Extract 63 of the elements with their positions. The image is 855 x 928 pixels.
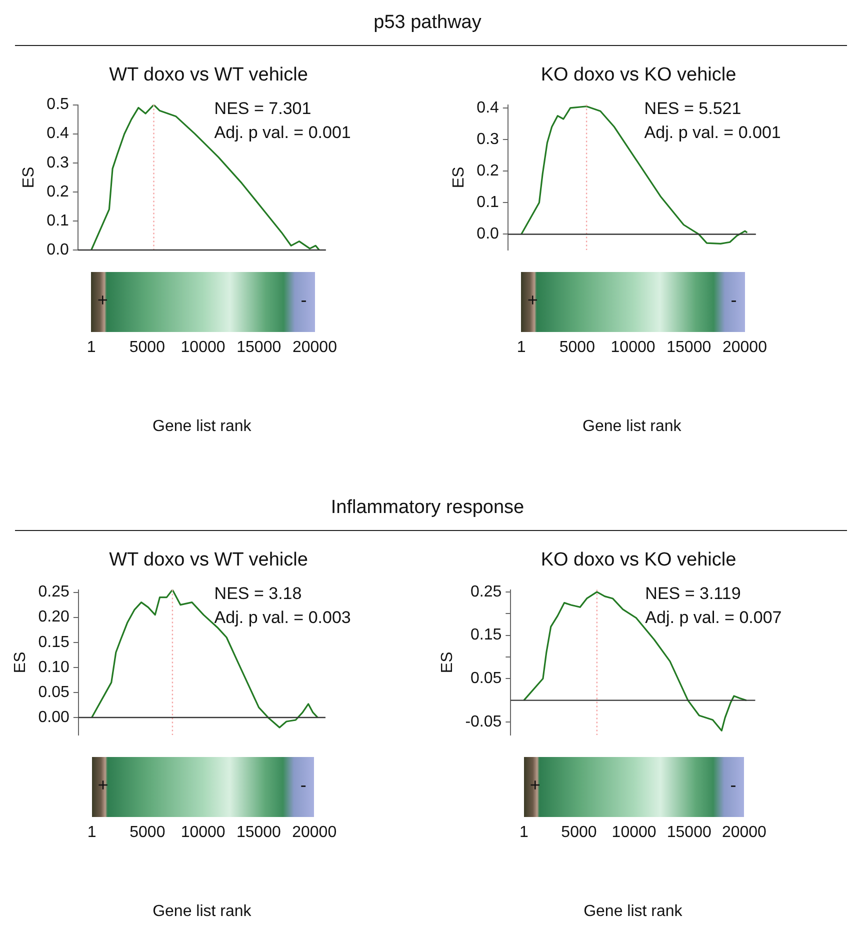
x-tick-label: 15000 <box>236 824 282 842</box>
y-tick-label: 0.2 <box>46 183 70 200</box>
annotation: NES = 7.301 <box>214 98 312 118</box>
y-tick-label: 0.10 <box>38 658 70 676</box>
text: p53 pathway <box>372 12 482 34</box>
x-tick-label: 1 <box>87 824 96 842</box>
x-tick-label: 10000 <box>612 824 656 842</box>
x-tick-label: 1 <box>86 339 96 356</box>
y-tick-label: 0.15 <box>470 626 502 644</box>
x-axis-title: Gene list rank <box>152 418 252 435</box>
y-tick-label: 0.3 <box>476 130 500 148</box>
x-axis-title: Gene list rank <box>584 902 684 920</box>
y-tick-label: 0.05 <box>470 670 502 688</box>
y-tick-label: 0.00 <box>38 708 70 726</box>
x-tick-label: 20000 <box>722 824 767 842</box>
y-tick-label: 0.4 <box>46 125 70 142</box>
x-tick-label: 10000 <box>610 339 656 356</box>
y-tick-label: 0.25 <box>38 584 70 601</box>
annotation: Adj. p val. = 0.003 <box>214 608 351 627</box>
annotation: Adj. p val. = 0.001 <box>644 122 781 142</box>
y-tick-label: 0.4 <box>476 99 500 116</box>
y-axis-title: ES <box>439 652 456 674</box>
y-tick-label: 0.0 <box>46 241 70 258</box>
y-tick-label: 0.3 <box>46 154 70 172</box>
x-tick-label: 5000 <box>129 339 166 356</box>
annotation: Adj. p val. = 0.001 <box>214 122 351 142</box>
x-tick-label: 15000 <box>236 339 282 356</box>
annotation: Adj. p val. = 0.007 <box>645 608 782 627</box>
y-tick-label: 0.1 <box>46 212 70 230</box>
chart-title: KO doxo vs KO vehicle <box>540 550 736 571</box>
text: Inflammatory response <box>330 497 526 519</box>
x-tick-label: 20000 <box>292 824 337 842</box>
y-tick-label: 0.05 <box>38 684 70 701</box>
x-tick-label: 10000 <box>180 339 226 356</box>
x-tick-label: 1 <box>516 339 526 356</box>
x-tick-label: 15000 <box>666 824 712 842</box>
chart-title: WT doxo vs WT vehicle <box>109 550 308 571</box>
y-tick-label: 0.2 <box>476 162 500 180</box>
y-tick-label: 0.20 <box>38 608 70 626</box>
x-tick-label: 15000 <box>666 339 712 356</box>
x-tick-label: 5000 <box>559 339 596 356</box>
y-tick-label: 0.5 <box>46 96 70 114</box>
y-tick-label: 0.0 <box>476 226 500 243</box>
x-axis-title: Gene list rank <box>152 902 252 920</box>
y-tick-label: 0.15 <box>38 634 70 651</box>
chart-title: WT doxo vs WT vehicle <box>109 64 308 86</box>
y-tick-label: 0.25 <box>470 583 502 600</box>
annotation: NES = 3.119 <box>645 584 741 603</box>
y-axis-title: ES <box>450 166 468 188</box>
x-tick-label: 5000 <box>130 824 166 842</box>
x-tick-label: 1 <box>519 824 528 842</box>
y-axis-title: ES <box>12 652 30 674</box>
y-axis-title: ES <box>20 166 38 188</box>
x-tick-label: 20000 <box>722 339 768 356</box>
x-tick-label: 20000 <box>292 339 338 356</box>
annotation: NES = 3.18 <box>214 584 302 603</box>
x-tick-label: 5000 <box>561 824 597 842</box>
y-tick-label: -0.05 <box>465 713 502 730</box>
annotation: NES = 5.521 <box>644 98 742 118</box>
x-axis-title: Gene list rank <box>582 418 682 435</box>
chart-title: KO doxo vs KO vehicle <box>540 64 736 86</box>
x-tick-label: 10000 <box>180 824 226 842</box>
y-tick-label: 0.1 <box>476 194 500 212</box>
